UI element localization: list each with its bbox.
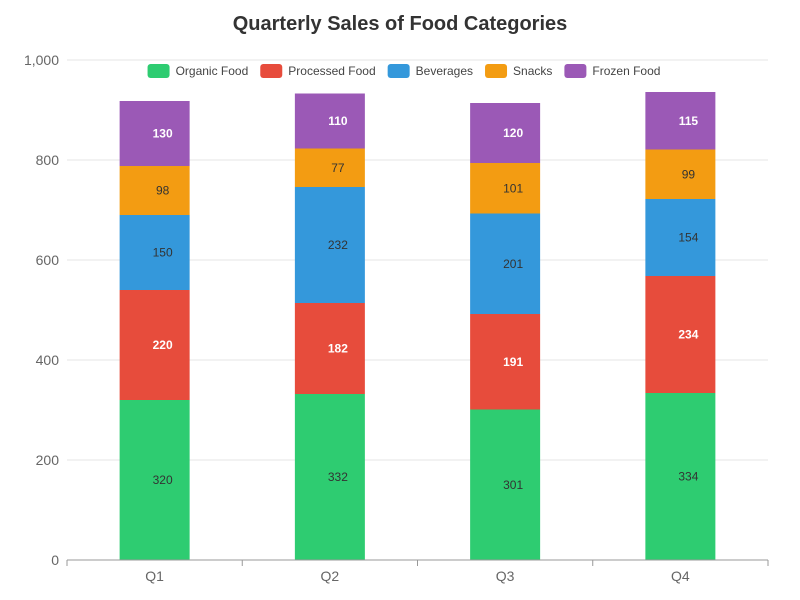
- y-tick-label: 200: [36, 452, 60, 468]
- data-labels: 320 220 150 98 130 332 182 232 77 110 301 191 201 101…: [153, 114, 699, 492]
- bar-segment: [294, 93, 365, 149]
- legend-label: Organic Food: [176, 64, 249, 78]
- y-tick-label: 800: [36, 152, 60, 168]
- bar-segment: [119, 101, 190, 166]
- y-tick-label: 400: [36, 352, 60, 368]
- data-label: 332: [328, 470, 348, 484]
- data-label: 232: [328, 238, 348, 252]
- axes: 0 200 400 600 800 1,000 Q1 Q2 Q3 Q4: [24, 52, 769, 584]
- legend-swatch: [564, 64, 587, 78]
- data-label: 220: [153, 338, 173, 352]
- data-label: 191: [503, 355, 523, 369]
- data-label: 301: [503, 478, 523, 492]
- legend[interactable]: Organic Food Processed Food Beverages Snack…: [147, 64, 661, 78]
- legend-label: Snacks: [513, 64, 552, 78]
- bar-segment: [294, 187, 365, 303]
- bar-segment: [470, 103, 541, 163]
- legend-label: Processed Food: [288, 64, 375, 78]
- legend-label: Beverages: [416, 64, 473, 78]
- data-label: 101: [503, 181, 523, 195]
- data-label: 154: [678, 231, 698, 245]
- bar-segment: [294, 148, 365, 187]
- legend-label: Frozen Food: [592, 64, 660, 78]
- legend-swatch: [260, 64, 283, 78]
- legend-item[interactable]: Processed Food: [260, 64, 376, 78]
- legend-item[interactable]: Organic Food: [147, 64, 249, 78]
- x-tick-label: Q3: [496, 568, 515, 584]
- bar-segment: [470, 163, 541, 214]
- data-label: 77: [331, 161, 345, 175]
- y-tick-label: 0: [51, 552, 59, 568]
- data-label: 115: [679, 114, 699, 128]
- data-label: 182: [328, 342, 348, 356]
- data-label: 130: [153, 127, 173, 141]
- legend-swatch: [147, 64, 170, 78]
- data-label: 98: [156, 184, 170, 198]
- data-label: 334: [678, 470, 698, 484]
- bar-segment: [119, 166, 190, 215]
- bar-segment: [470, 409, 541, 560]
- bars: [119, 92, 716, 560]
- bar-segment: [645, 92, 716, 150]
- bar-segment: [645, 393, 716, 560]
- data-label: 234: [678, 328, 698, 342]
- bar-segment: [470, 314, 541, 410]
- data-label: 99: [682, 167, 696, 181]
- x-tick-label: Q4: [671, 568, 690, 584]
- chart-title: Quarterly Sales of Food Categories: [233, 13, 568, 35]
- bar-segment: [294, 303, 365, 394]
- data-label: 320: [153, 473, 173, 487]
- bar-segment: [119, 400, 190, 560]
- data-label: 201: [503, 257, 523, 271]
- legend-swatch: [485, 64, 508, 78]
- y-tick-label: 600: [36, 252, 60, 268]
- data-label: 110: [328, 114, 348, 128]
- bar-segment: [294, 394, 365, 560]
- bar-segment: [470, 213, 541, 314]
- legend-item[interactable]: Snacks: [485, 64, 552, 78]
- bar-segment: [645, 199, 716, 276]
- legend-item[interactable]: Beverages: [387, 64, 473, 78]
- data-label: 150: [153, 246, 173, 260]
- bar-segment: [645, 276, 716, 393]
- legend-item[interactable]: Frozen Food: [564, 64, 660, 78]
- bar-segment: [119, 290, 190, 400]
- bar-segment: [645, 149, 716, 199]
- y-tick-label: 1,000: [24, 52, 59, 68]
- bar-segment: [119, 215, 190, 290]
- data-label: 120: [503, 126, 523, 140]
- legend-swatch: [387, 64, 410, 78]
- x-tick-label: Q2: [321, 568, 340, 584]
- x-tick-label: Q1: [145, 568, 164, 584]
